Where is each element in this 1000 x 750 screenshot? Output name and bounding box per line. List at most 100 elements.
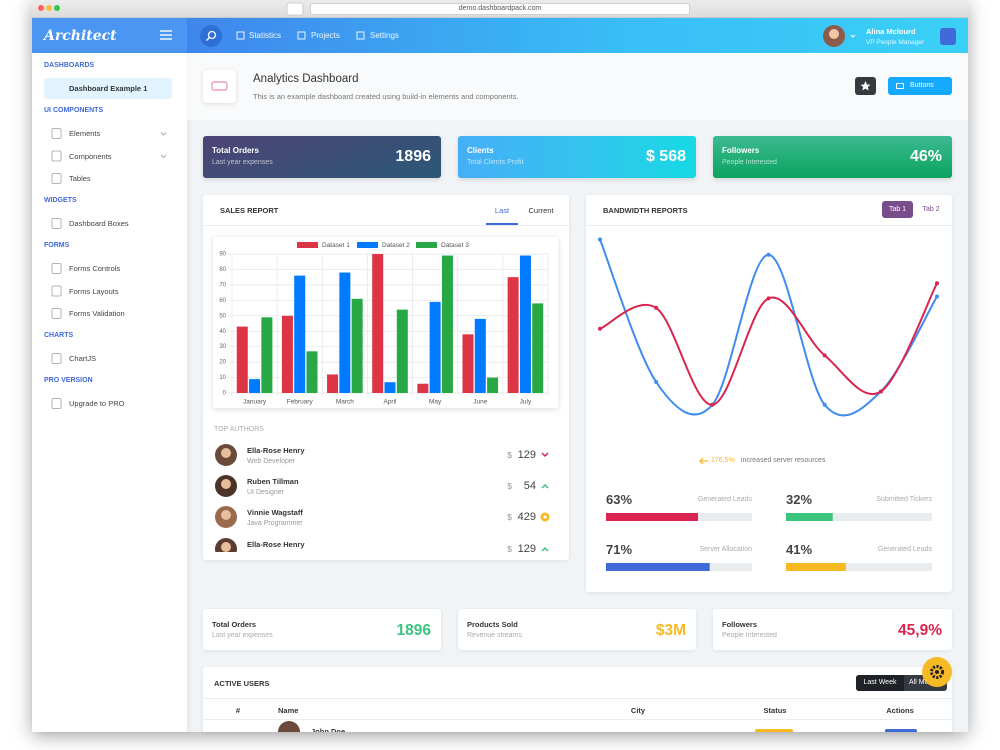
buttons-label[interactable]: Buttons: [910, 82, 934, 89]
buttons-button[interactable]: [888, 77, 952, 95]
stat-card-subtitle: Last year expenses: [212, 632, 273, 639]
tab[interactable]: Tab 2: [922, 205, 940, 213]
gear-hub: [935, 670, 939, 674]
logo: Architect: [44, 28, 117, 44]
sidebar-item[interactable]: Tables: [69, 174, 91, 183]
car-glyph: [211, 81, 228, 91]
author-name: Vinnie Wagstaff: [247, 507, 303, 517]
tab[interactable]: Tab 1: [888, 205, 907, 213]
author-avatar-face: [221, 542, 231, 552]
calendar-button[interactable]: [940, 28, 956, 45]
sidebar-heading: UI COMPONENTS: [44, 107, 104, 114]
y-tick-label: 60: [219, 298, 226, 304]
stat-card-value: 1896: [396, 621, 431, 639]
hamburger-line: [160, 30, 172, 32]
button[interactable]: All Month: [904, 675, 947, 691]
nav-link[interactable]: Statistics: [249, 31, 282, 40]
settings-button[interactable]: [920, 655, 954, 689]
authors-list: Ella-Rose Henry Web Developer $129 Ruben Ti…: [203, 440, 569, 552]
user-avatar: [278, 721, 300, 732]
x-tick-label: February: [287, 399, 314, 406]
y-tick-label: 90: [219, 252, 226, 258]
metric-bar: [786, 513, 833, 521]
sidebar-icon: [51, 353, 62, 364]
y-tick-label: 70: [219, 282, 226, 288]
bar: [507, 277, 519, 393]
column-header: City: [630, 705, 646, 715]
metric-bars: [606, 513, 932, 571]
nav-icon: [356, 31, 365, 40]
sidebar-item[interactable]: Components: [69, 151, 112, 161]
bar: [249, 379, 261, 393]
x-tick-label: June: [473, 399, 487, 406]
stat-card-value: 45,9%: [898, 621, 942, 639]
stat-card: [203, 609, 441, 650]
bar: [474, 318, 486, 393]
nav-link[interactable]: Settings: [370, 31, 399, 40]
sidebar-item[interactable]: Dashboard Boxes: [69, 219, 129, 228]
sidebar-item[interactable]: ChartJS: [69, 354, 97, 363]
tab-active-bg[interactable]: [882, 201, 913, 218]
nav-link[interactable]: Projects: [311, 31, 340, 40]
card-header-line: [586, 225, 952, 226]
user-name: Alina Mclourd: [866, 26, 916, 36]
stat-card-value: 46%: [909, 148, 942, 165]
note-value: 176,5%: [711, 457, 735, 464]
author-amount: 429: [517, 511, 536, 523]
sidebar-item[interactable]: Forms Layouts: [69, 286, 119, 296]
author-name: Ruben Tillman: [247, 476, 299, 486]
sidebar-item[interactable]: Forms Controls: [69, 264, 121, 273]
card-header-line: [203, 225, 569, 226]
table-row-line: [203, 719, 952, 720]
user-avatar-face: [829, 29, 839, 39]
stat-card-title: Total Orders: [212, 146, 259, 155]
metric-value: 41%: [786, 542, 813, 557]
button-active[interactable]: [856, 675, 904, 691]
sidebar-item[interactable]: Dashboard Example 1: [69, 84, 148, 93]
star: [860, 81, 871, 91]
tab[interactable]: Last: [494, 205, 510, 215]
line-point: [598, 326, 602, 331]
search-button: [200, 25, 222, 47]
button-label[interactable]: All Month: [909, 679, 939, 686]
card-title: ACTIVE USERS: [214, 678, 270, 688]
author-avatar-face: [221, 479, 231, 489]
sidebar-heading: PRO VERSION: [44, 377, 93, 384]
y-tick-label: 0: [223, 391, 227, 397]
author-role: Web Developer: [247, 458, 296, 465]
y-tick-label: 20: [219, 360, 226, 366]
line-series: [599, 282, 938, 406]
sidebar-icon: [51, 173, 62, 184]
card-title: BANDWIDTH REPORTS: [603, 205, 688, 215]
author-amount: 129: [517, 543, 536, 552]
metric-label: Generated Leads: [877, 546, 932, 553]
author-name: Ella-Rose Henry: [247, 539, 305, 549]
sidebar-item[interactable]: Forms Validation: [69, 309, 125, 318]
window-button: [46, 5, 52, 11]
metric-label: Server Allocation: [699, 546, 752, 553]
stat-card-subtitle: Total Clients Profit: [467, 159, 524, 166]
header-icons: [160, 25, 856, 47]
bar: [281, 315, 293, 393]
stat-card-subtitle: People Interested: [722, 632, 777, 639]
button[interactable]: Last Week: [863, 679, 897, 686]
url-bar[interactable]: [310, 3, 690, 15]
card-title: SALES REPORT: [220, 205, 279, 215]
x-tick-label: January: [243, 399, 267, 406]
sidebar-heading: CHARTS: [44, 332, 74, 339]
bar: [417, 383, 429, 393]
metric-bar: [606, 563, 710, 571]
tab[interactable]: Current: [528, 205, 554, 215]
note-arrow: [699, 457, 708, 465]
sidebar-item[interactable]: Upgrade to PRO: [69, 399, 125, 408]
column-header: Status: [763, 705, 787, 715]
active-users-card: ACTIVE USERS Last Week All Month # Name City S…: [203, 667, 952, 732]
sidebar-item[interactable]: Elements: [69, 129, 101, 138]
hamburger-line: [160, 34, 172, 36]
stat-card-subtitle: Revenue streams: [467, 632, 522, 639]
x-tick-label: April: [383, 399, 397, 406]
nav-icon: [236, 31, 245, 40]
line-point: [822, 353, 827, 358]
trend-icon: [541, 452, 549, 458]
stat-card: [458, 136, 696, 178]
